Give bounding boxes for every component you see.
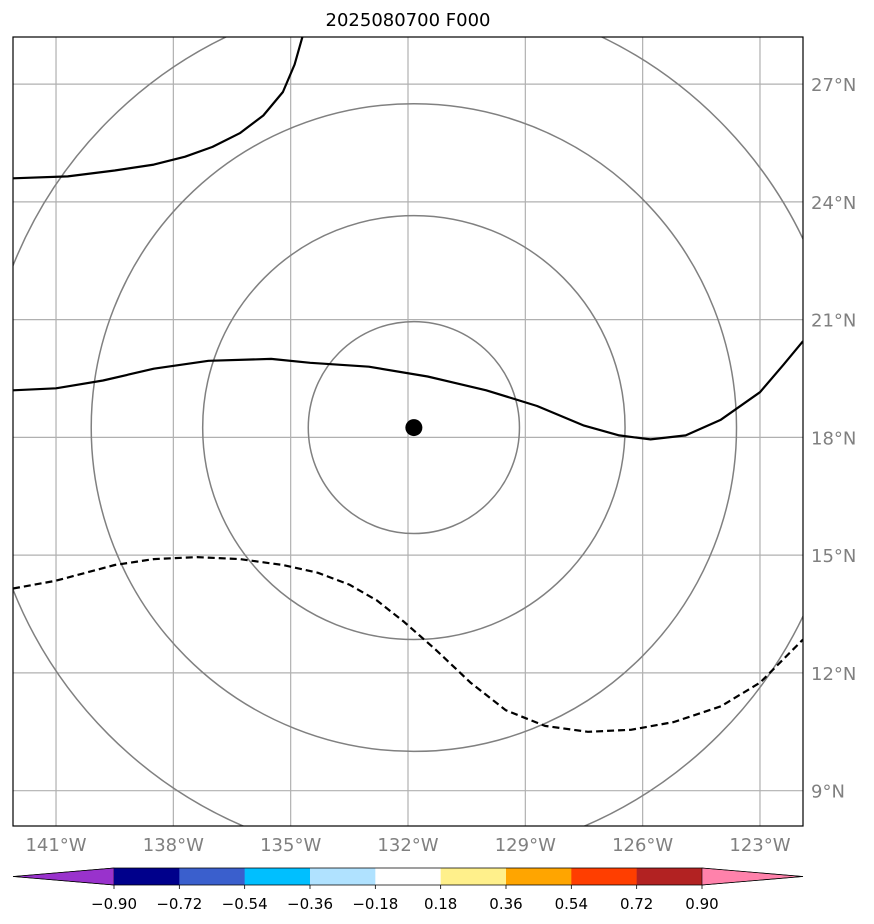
colorbar: −0.90 −0.72 −0.54 −0.36 −0.18 0.18 0.36 0.54 0.7…	[12, 867, 804, 913]
latitude-tick-label: 9°N	[811, 782, 845, 803]
colorbar-segment	[506, 868, 572, 885]
longitude-tick-label: 132°W	[377, 835, 438, 856]
colorbar-tick-label: 0.36	[489, 895, 522, 913]
latitude-tick-label: 24°N	[811, 193, 856, 214]
latitude-tick-label: 12°N	[811, 664, 856, 685]
range-rings	[13, 37, 803, 826]
contour-lines	[13, 37, 803, 733]
latitude-tick-label: 21°N	[811, 311, 856, 332]
colorbar-tick-label: 0.72	[620, 895, 653, 913]
colorbar-segment	[244, 868, 311, 885]
solid-contour-line	[13, 340, 803, 441]
colorbar-segment	[114, 868, 180, 885]
colorbar-segment	[179, 868, 245, 885]
graticule	[13, 37, 803, 826]
colorbar-extend-low	[12, 867, 115, 886]
longitude-tick-label: 129°W	[495, 835, 556, 856]
range-ring	[201, 214, 626, 641]
colorbar-tick-label: −0.36	[287, 895, 333, 913]
latitude-tick-label: 18°N	[811, 428, 856, 449]
colorbar-tick-label: −0.72	[156, 895, 202, 913]
colorbar-tick-label: 0.18	[424, 895, 457, 913]
colorbar-tick-label: 0.90	[685, 895, 718, 913]
latitude-tick-label: 15°N	[811, 546, 856, 567]
colorbar-tick-label: −0.18	[352, 895, 398, 913]
longitude-tick-label: 126°W	[612, 835, 673, 856]
colorbar-tick-label: 0.54	[555, 895, 588, 913]
colorbar-segment	[440, 868, 507, 885]
colorbar-extend-high	[701, 867, 804, 886]
map-plot-area	[12, 36, 804, 827]
colorbar-tick-label: −0.54	[222, 895, 268, 913]
dashed-contour-line	[13, 556, 803, 733]
colorbar-segment	[636, 868, 703, 885]
longitude-tick-label: 123°W	[729, 835, 790, 856]
longitude-tick-label: 135°W	[260, 835, 321, 856]
colorbar-segment	[310, 868, 376, 885]
longitude-tick-label: 141°W	[25, 835, 86, 856]
colorbar-segment	[375, 868, 441, 885]
latitude-tick-label: 27°N	[811, 75, 856, 96]
solid-contour-line	[13, 37, 304, 180]
latitude-labels: 9°N 12°N 15°N 18°N 21°N 24°N 27°N	[811, 75, 856, 803]
longitude-labels: 141°W 138°W 135°W 132°W 129°W 126°W 123°W	[25, 835, 790, 856]
map-frame	[12, 36, 804, 827]
range-ring	[90, 102, 738, 753]
range-ring	[307, 320, 521, 535]
map-title: 2025080700 F000	[326, 10, 491, 31]
range-ring	[13, 37, 803, 826]
colorbar-segment	[571, 868, 637, 885]
longitude-tick-label: 138°W	[143, 835, 204, 856]
storm-center-marker	[405, 419, 423, 437]
colorbar-tick-label: −0.90	[91, 895, 137, 913]
